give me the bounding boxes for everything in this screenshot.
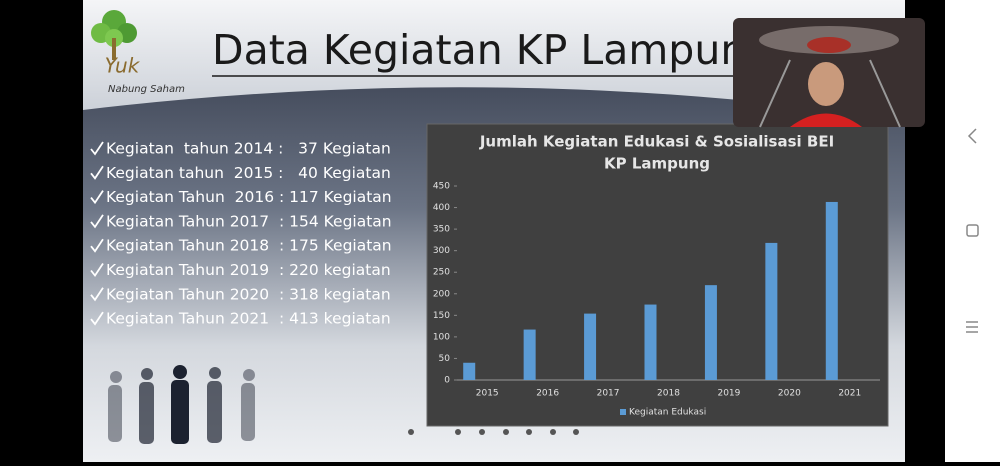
bar bbox=[463, 362, 476, 380]
check-icon bbox=[90, 214, 104, 229]
y-tick-label: 150 bbox=[433, 311, 450, 321]
x-tick-label: 2017 bbox=[597, 389, 620, 399]
y-tick-label: 250 bbox=[433, 268, 450, 278]
home-button[interactable] bbox=[966, 224, 979, 237]
x-tick-label: 2016 bbox=[536, 389, 559, 399]
chart-title: Jumlah Kegiatan Edukasi & Sosialisasi BE… bbox=[479, 133, 834, 151]
bar bbox=[765, 242, 778, 380]
check-icon bbox=[90, 141, 104, 156]
slide-header bbox=[83, 0, 905, 120]
activity-item: Kegiatan tahun 2014 : 37 Kegiatan bbox=[106, 140, 391, 158]
check-icon bbox=[90, 190, 104, 205]
activity-item: Kegiatan Tahun 2018 : 175 Kegiatan bbox=[106, 237, 392, 255]
x-tick-label: 2021 bbox=[838, 389, 861, 399]
letterbox bbox=[0, 0, 83, 462]
activity-item: Kegiatan Tahun 2017 : 154 Kegiatan bbox=[106, 212, 392, 230]
x-tick-label: 2018 bbox=[657, 389, 680, 399]
activity-item: Kegiatan Tahun 2021 : 413 kegiatan bbox=[106, 310, 391, 328]
bar bbox=[584, 313, 597, 380]
chart-subtitle: KP Lampung bbox=[604, 155, 710, 173]
bar bbox=[523, 329, 536, 380]
bar bbox=[644, 304, 657, 380]
bar bbox=[704, 285, 717, 380]
y-tick-label: 0 bbox=[444, 376, 450, 386]
legend-label: Kegiatan Edukasi bbox=[629, 408, 706, 418]
check-icon bbox=[90, 263, 104, 278]
slide-title: Data Kegiatan KP Lampung bbox=[212, 26, 772, 74]
check-icon bbox=[90, 311, 104, 326]
y-tick-label: 450 bbox=[433, 182, 450, 192]
logo-caption: Nabung Saham bbox=[108, 84, 185, 95]
y-tick-label: 50 bbox=[439, 354, 451, 364]
webcam-video bbox=[733, 18, 925, 128]
menu-button[interactable] bbox=[966, 321, 978, 333]
activity-item: Kegiatan Tahun 2019 : 220 kegiatan bbox=[106, 261, 391, 279]
check-icon bbox=[90, 165, 104, 180]
y-tick-label: 400 bbox=[433, 203, 450, 213]
logo bbox=[91, 10, 137, 60]
back-button[interactable] bbox=[967, 128, 977, 144]
x-tick-label: 2015 bbox=[476, 389, 499, 399]
y-tick-label: 350 bbox=[433, 225, 450, 235]
silhouettes bbox=[108, 365, 255, 444]
logo-mark: Yuk bbox=[105, 54, 141, 78]
y-tick-label: 200 bbox=[433, 289, 450, 299]
bar bbox=[825, 201, 838, 380]
activity-item: Kegiatan Tahun 2020 : 318 kegiatan bbox=[106, 285, 391, 303]
pagination bbox=[408, 429, 579, 435]
activity-item: Kegiatan Tahun 2016 : 117 Kegiatan bbox=[106, 188, 392, 206]
x-tick-label: 2020 bbox=[778, 389, 801, 399]
chart-frame bbox=[426, 123, 889, 427]
activity-item: Kegiatan tahun 2015 : 40 Kegiatan bbox=[106, 164, 391, 182]
legend-swatch bbox=[620, 409, 626, 415]
y-tick-label: 100 bbox=[433, 332, 450, 342]
check-icon bbox=[90, 287, 104, 302]
nav-bar bbox=[945, 0, 1000, 462]
y-tick-label: 300 bbox=[433, 246, 450, 256]
check-icon bbox=[90, 238, 104, 253]
x-tick-label: 2019 bbox=[717, 389, 740, 399]
